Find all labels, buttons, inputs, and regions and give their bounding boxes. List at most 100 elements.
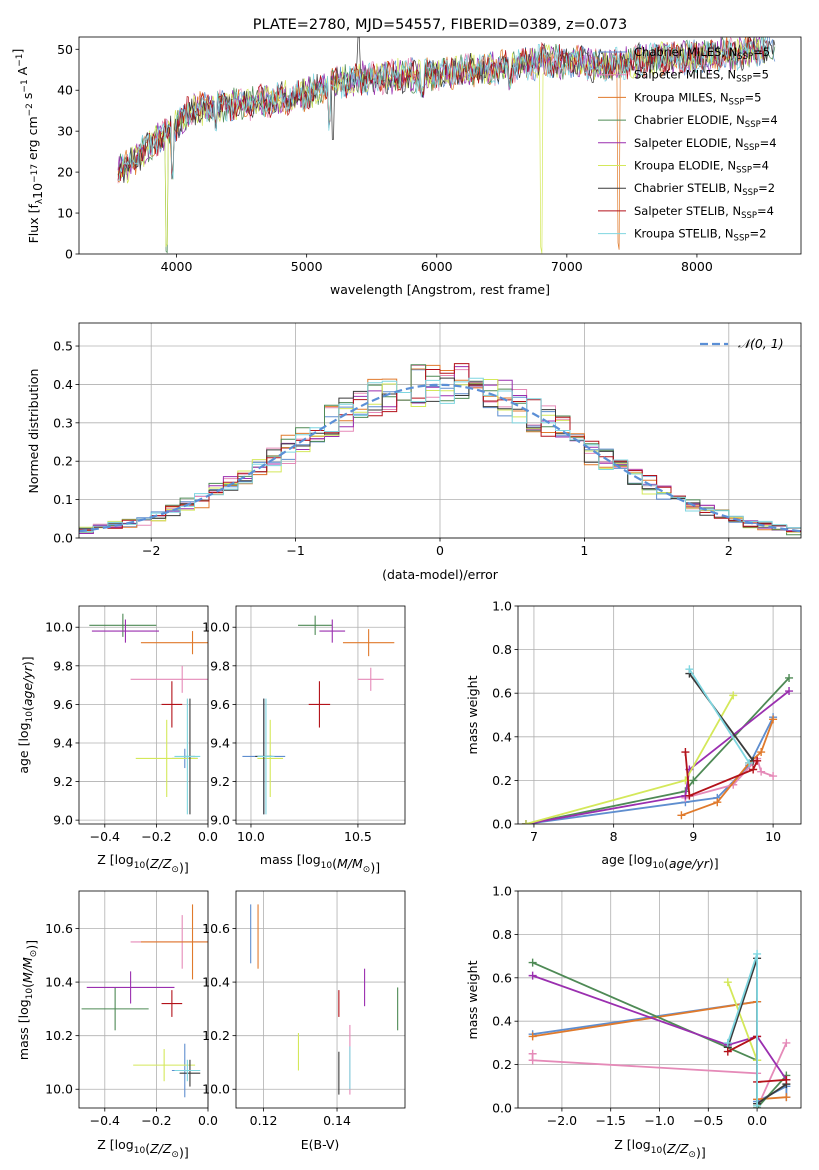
- weight-point-marker: [723, 1038, 732, 1047]
- y-tick-label: 10.0: [202, 1082, 230, 1097]
- x-axis-label: wavelength [Angstrom, rest frame]: [330, 282, 550, 297]
- y-tick-label: 9.6: [53, 697, 73, 712]
- weight-series-line: [684, 752, 759, 797]
- legend-label: Salpeter MILES, NSSP=5: [634, 68, 769, 85]
- plot-area: [528, 949, 791, 1108]
- weight-point-marker: [753, 1101, 762, 1108]
- weight-point-marker: [785, 687, 794, 696]
- weight-point-marker: [782, 1093, 791, 1102]
- grid-lines: [79, 606, 209, 824]
- y-tick-label: 0.8: [492, 642, 512, 657]
- weight-point-marker: [782, 1038, 791, 1047]
- mass-vs-ebv-chart: 0.12 0.14 10.0 10.2 10.4 10.6: [202, 890, 406, 1128]
- x-tick-label: 10: [765, 829, 781, 844]
- weight-point-marker: [745, 758, 754, 767]
- weight-series-line: [525, 690, 790, 824]
- y-tick-label: 10.4: [45, 975, 73, 990]
- legend-label: Chabrier MILES, NSSP=5: [634, 45, 770, 62]
- y-tick-label: 9.4: [210, 735, 230, 750]
- weight-point-marker: [528, 1056, 537, 1065]
- y-tick-label: 10.2: [45, 1028, 73, 1043]
- axes-frame: [78, 36, 802, 255]
- legend-label: 𝒩(0, 1): [738, 336, 784, 351]
- weight-point-marker: [685, 791, 694, 800]
- weight-point-marker: [528, 958, 537, 967]
- y-tick-label: 10.6: [45, 921, 73, 936]
- y-tick-label: 0.4: [492, 729, 512, 744]
- legend-label: Salpeter STELIB, NSSP=4: [634, 204, 774, 221]
- axes-frame: [235, 605, 406, 825]
- x-axis-label: E(B-V): [301, 1137, 340, 1152]
- y-tick-label: 0.0: [53, 531, 73, 546]
- x-tick-label: 9: [689, 829, 697, 844]
- y-tick-label: 0.6: [492, 686, 512, 701]
- mass-weight-vs-age-chart: 7 8 9 10 0.0 0.2 0.4 0.6 0.8 1.0: [492, 599, 802, 844]
- y-tick-label: 1.0: [492, 599, 512, 614]
- age-vs-mass-chart: 10.0 10.5 9.0 9.2 9.4 9.6 9.8 10.0: [202, 605, 406, 844]
- y-tick-label: 0: [65, 247, 73, 262]
- legend-label: Chabrier STELIB, NSSP=2: [634, 181, 775, 198]
- x-tick-label: −0.4: [90, 829, 120, 844]
- residuals-chart: −2 −1 0 1 2 0.0 0.1 0.2 0.3 0.4 0.5: [53, 322, 802, 558]
- histogram-series-line: [79, 363, 801, 533]
- legend-label: Chabrier ELODIE, NSSP=4: [634, 113, 778, 130]
- chart-title: PLATE=2780, MJD=54557, FIBERID=0389, z=0…: [253, 17, 627, 33]
- plot-area: [117, 37, 776, 254]
- legend-label: Kroupa MILES, NSSP=5: [634, 90, 761, 107]
- mass-vs-Z-chart: −0.4 −0.2 0.0 10.0 10.2 10.4 10.6: [45, 890, 218, 1128]
- axes-frame: [517, 605, 802, 825]
- x-tick-label: −0.2: [141, 1113, 171, 1128]
- y-tick-label: 0.0: [492, 1101, 512, 1116]
- x-tick-label: −1: [286, 543, 304, 558]
- spectrum-chart: 4000 5000 6000 7000 8000 0 10 20 30 40 50: [57, 36, 802, 274]
- weight-series-line: [525, 677, 790, 824]
- y-tick-label: 0.3: [53, 415, 73, 430]
- y-tick-label: 9.8: [53, 658, 73, 673]
- plot-area: [89, 613, 208, 815]
- x-tick-label: 8000: [681, 259, 713, 274]
- x-tick-label: −1.5: [596, 1113, 626, 1128]
- weight-point-marker: [528, 1032, 537, 1041]
- weight-point-marker: [753, 756, 762, 765]
- x-tick-label: −2: [142, 543, 160, 558]
- y-tick-label: 20: [57, 165, 73, 180]
- x-tick-label: 0.0: [198, 1113, 218, 1128]
- y-tick-label: 10: [57, 206, 73, 221]
- y-tick-label: 10.2: [202, 1028, 230, 1043]
- x-tick-label: 7000: [551, 259, 583, 274]
- x-tick-label: −0.2: [141, 829, 171, 844]
- y-tick-label: 9.2: [53, 774, 73, 789]
- x-tick-label: 8: [610, 829, 618, 844]
- y-axis-label: Normed distribution: [26, 369, 41, 494]
- weight-point-marker: [753, 949, 762, 958]
- x-tick-label: 0.12: [250, 1113, 278, 1128]
- x-axis-label: Z [log10(Z/Z⊙)]: [614, 1137, 705, 1160]
- spectrum-legend: Chabrier MILES, NSSP=5 Salpeter MILES, NS…: [598, 45, 778, 244]
- mass-weight-vs-Z-chart: −2.0 −1.5 −1.0 −0.5 0.0 0.0 0.2 0.4 0.6 0.8 1.0: [492, 884, 802, 1128]
- x-tick-label: 6000: [421, 259, 453, 274]
- x-tick-label: 0.14: [323, 1113, 351, 1128]
- y-tick-label: 0.5: [53, 339, 73, 354]
- x-tick-label: 5000: [291, 259, 323, 274]
- legend-label: Salpeter ELODIE, NSSP=4: [634, 136, 777, 153]
- plot-area: [81, 904, 208, 1098]
- x-tick-label: 0: [436, 543, 444, 558]
- plot-area: [242, 615, 395, 815]
- y-tick-label: 0.2: [492, 773, 512, 788]
- weight-point-marker: [689, 776, 698, 785]
- y-tick-label: 10.0: [45, 620, 73, 635]
- y-tick-label: 0.2: [492, 1057, 512, 1072]
- y-tick-label: 9.2: [210, 774, 230, 789]
- weight-point-marker: [757, 748, 766, 757]
- weight-point-marker: [723, 978, 732, 987]
- y-tick-label: 0.8: [492, 927, 512, 942]
- y-tick-label: 0.2: [53, 454, 73, 469]
- y-tick-label: 0.6: [492, 970, 512, 985]
- y-axis-label: mass weight: [465, 675, 480, 754]
- spectrum-series-line: [117, 37, 771, 181]
- weight-point-marker: [729, 691, 738, 700]
- weight-series-line: [688, 673, 754, 762]
- y-axis-label: mass weight: [465, 960, 480, 1039]
- weight-point-marker: [528, 971, 537, 980]
